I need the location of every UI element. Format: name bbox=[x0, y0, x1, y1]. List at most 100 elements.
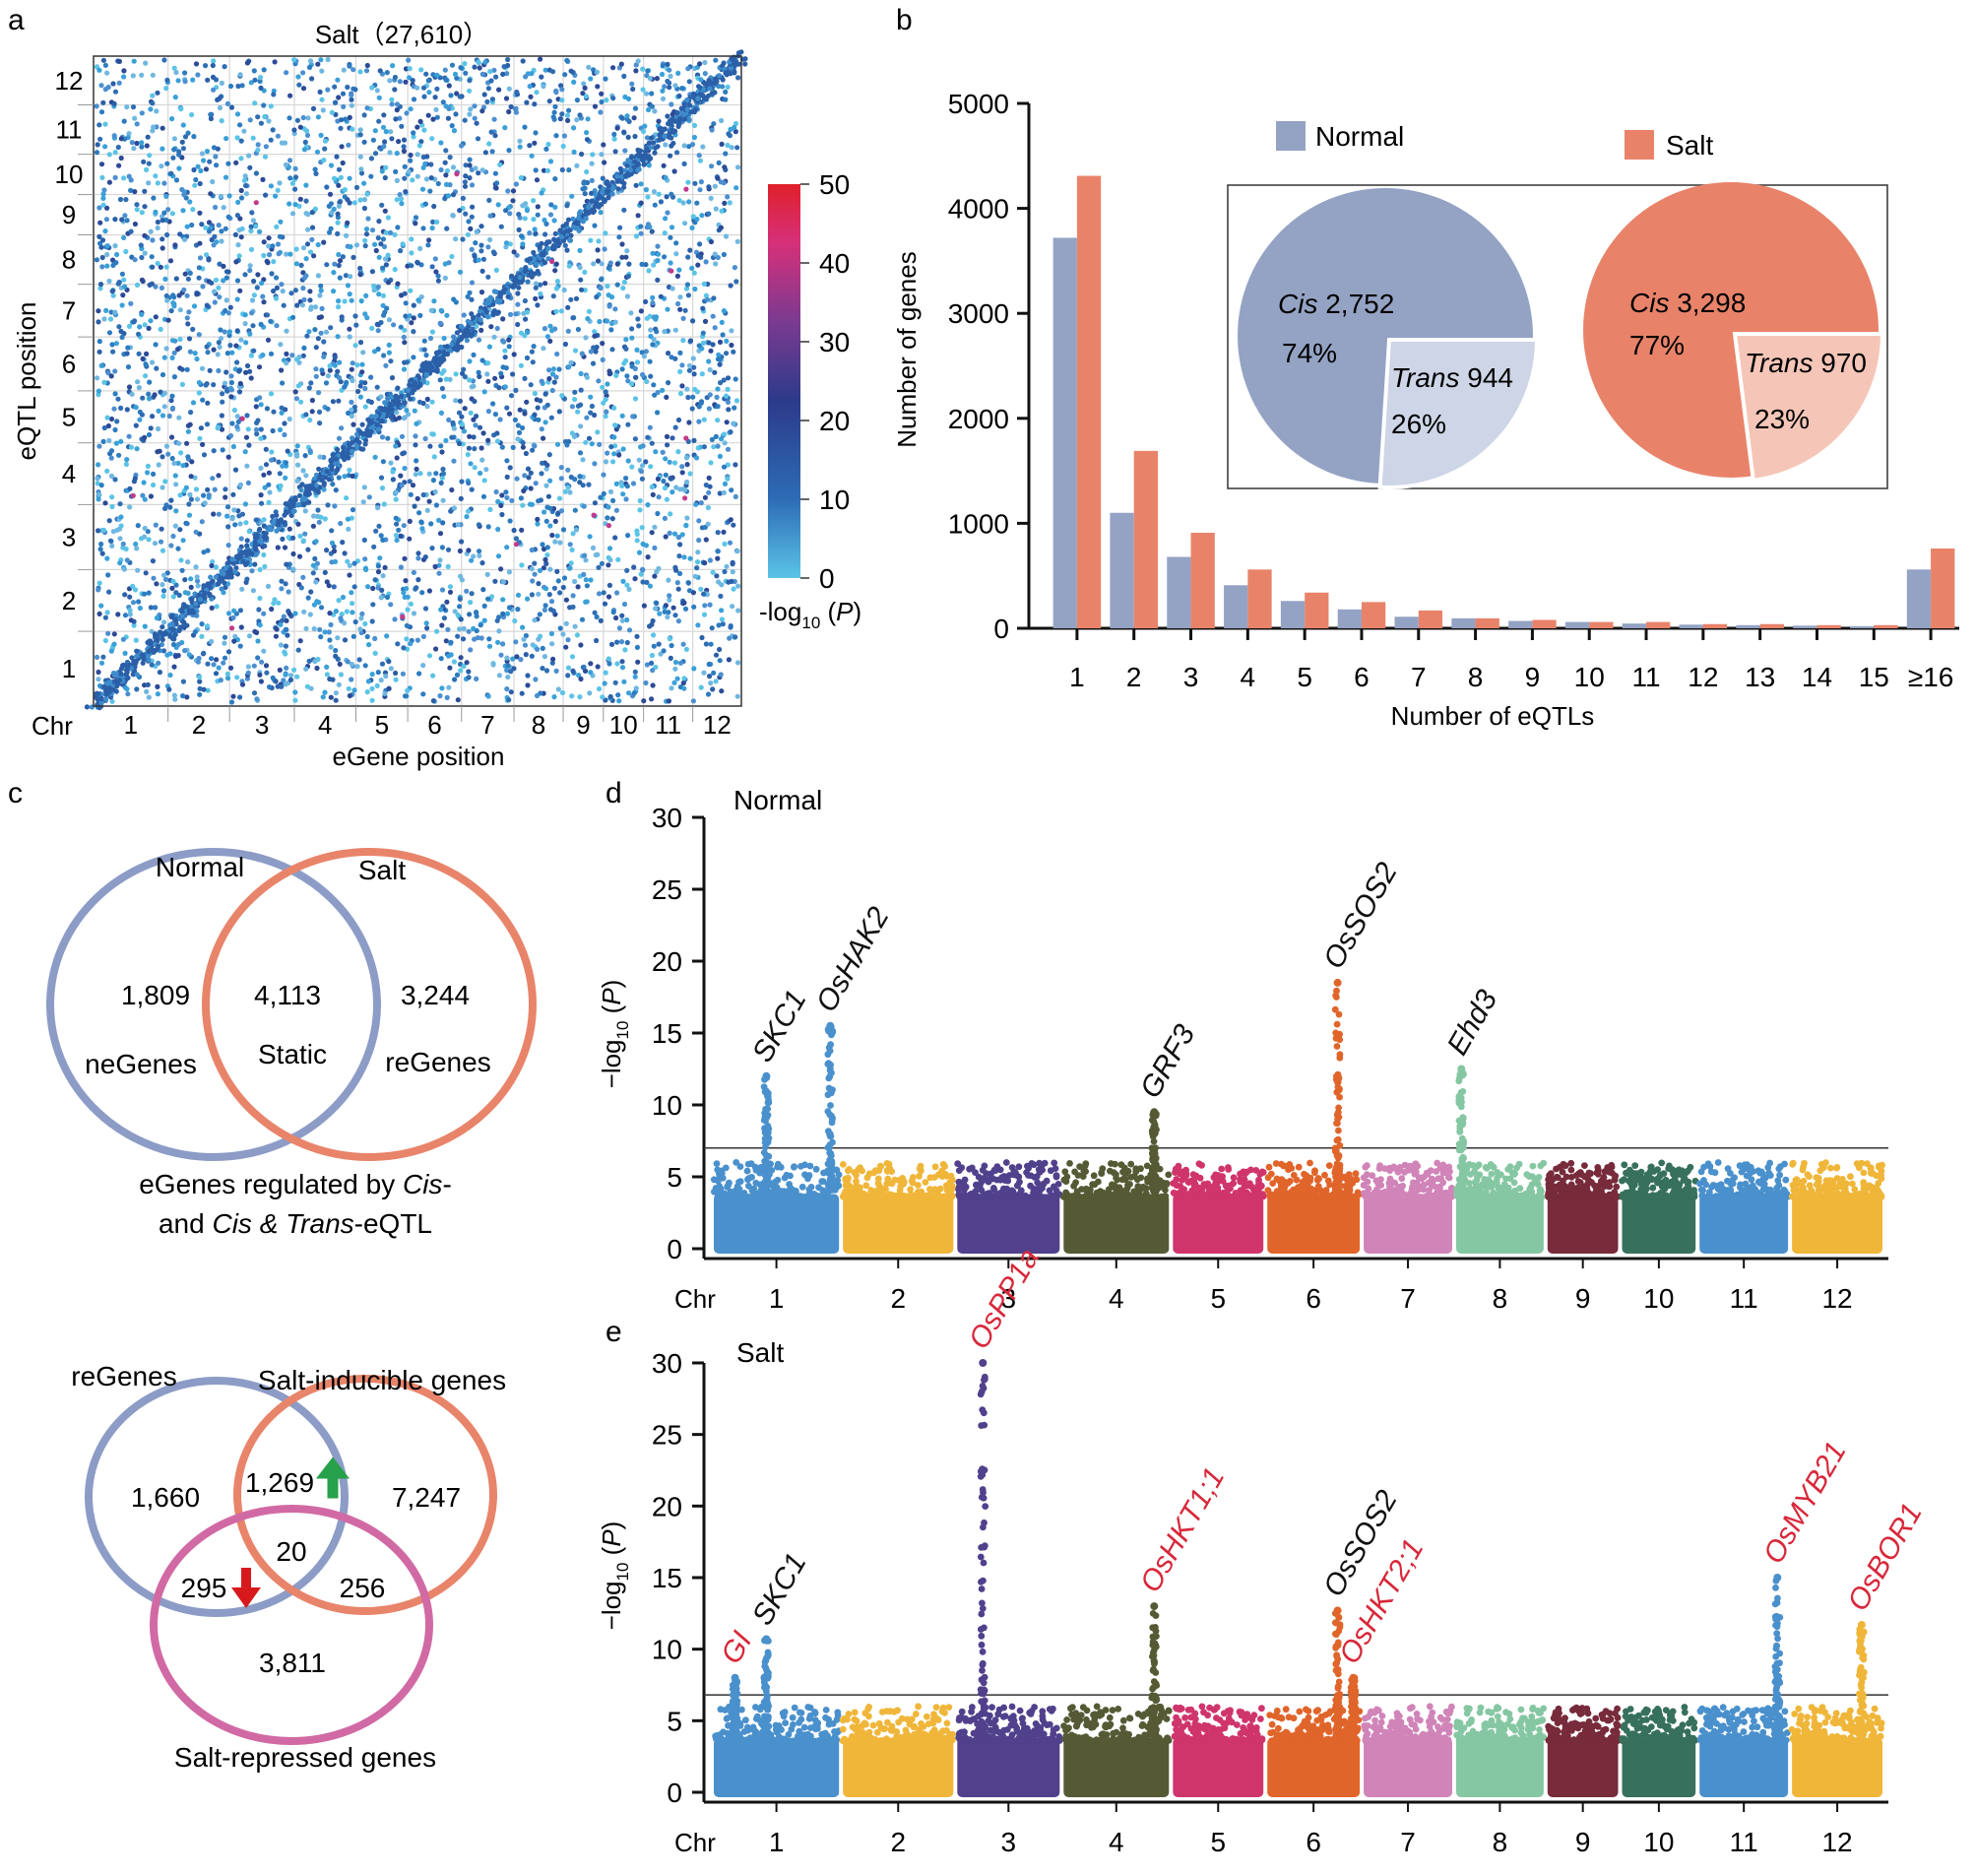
eqtl-point bbox=[385, 435, 391, 441]
eqtl-point bbox=[315, 336, 321, 342]
eqtl-point bbox=[694, 200, 700, 206]
eqtl-point bbox=[217, 104, 223, 111]
eqtl-point bbox=[695, 445, 701, 451]
eqtl-point bbox=[359, 361, 365, 367]
eqtl-point bbox=[522, 297, 529, 304]
eqtl-point bbox=[651, 189, 658, 195]
eqtl-point bbox=[149, 359, 156, 365]
eqtl-point bbox=[309, 409, 315, 415]
eqtl-point bbox=[666, 610, 671, 615]
eqtl-point bbox=[124, 557, 130, 563]
eqtl-point bbox=[350, 601, 355, 607]
eqtl-point bbox=[437, 557, 443, 563]
eqtl-point bbox=[577, 694, 583, 700]
eqtl-point bbox=[435, 273, 441, 279]
eqtl-point bbox=[691, 270, 697, 276]
eqtl-point bbox=[461, 625, 467, 632]
eqtl-point bbox=[262, 154, 269, 160]
eqtl-point bbox=[158, 389, 163, 395]
eqtl-point bbox=[446, 417, 452, 422]
eqtl-point bbox=[650, 682, 656, 688]
eqtl-point bbox=[278, 342, 284, 348]
eqtl-point bbox=[450, 192, 457, 198]
eqtl-point bbox=[378, 678, 384, 683]
eqtl-point bbox=[432, 256, 438, 262]
eqtl-point bbox=[517, 144, 523, 150]
eqtl-point bbox=[438, 607, 444, 613]
eqtl-point bbox=[557, 116, 563, 122]
eqtl-point bbox=[629, 81, 635, 87]
eqtl-point bbox=[522, 473, 528, 479]
eqtl-point bbox=[332, 503, 338, 509]
eqtl-point bbox=[500, 597, 506, 603]
eqtl-point bbox=[137, 605, 143, 612]
eqtl-point bbox=[223, 174, 229, 180]
eqtl-point bbox=[95, 481, 100, 486]
eqtl-point bbox=[351, 200, 357, 206]
eqtl-point bbox=[139, 412, 145, 418]
eqtl-point bbox=[492, 170, 498, 176]
eqtl-point bbox=[550, 656, 556, 663]
eqtl-point bbox=[138, 242, 144, 248]
eqtl-point bbox=[530, 578, 536, 584]
eqtl-point bbox=[675, 586, 681, 592]
eqtl-point bbox=[247, 263, 253, 269]
eqtl-point bbox=[660, 96, 667, 101]
eqtl-point bbox=[317, 292, 323, 298]
eqtl-point bbox=[549, 660, 555, 666]
eqtl-point bbox=[696, 153, 702, 159]
eqtl-point bbox=[439, 545, 445, 550]
eqtl-point bbox=[159, 285, 164, 291]
eqtl-point bbox=[333, 653, 339, 659]
eqtl-point bbox=[137, 417, 143, 422]
eqtl-point bbox=[522, 216, 528, 222]
eqtl-point bbox=[209, 562, 215, 569]
eqtl-point bbox=[261, 611, 267, 616]
eqtl-point bbox=[543, 146, 549, 152]
eqtl-point bbox=[429, 226, 435, 231]
eqtl-point bbox=[599, 261, 605, 267]
eqtl-point bbox=[313, 366, 319, 372]
eqtl-point bbox=[182, 648, 188, 654]
eqtl-point bbox=[610, 65, 616, 71]
eqtl-point bbox=[605, 381, 610, 387]
eqtl-point bbox=[389, 375, 396, 381]
eqtl-point bbox=[146, 590, 152, 596]
eqtl-point bbox=[725, 375, 732, 381]
eqtl-point bbox=[716, 160, 722, 165]
eqtl-point bbox=[422, 435, 428, 442]
eqtl-point bbox=[498, 566, 504, 572]
eqtl-point bbox=[351, 560, 357, 566]
eqtl-point bbox=[677, 294, 683, 300]
eqtl-point bbox=[333, 697, 339, 703]
eqtl-point bbox=[715, 175, 721, 181]
eqtl-point bbox=[632, 105, 639, 111]
eqtl-point bbox=[696, 518, 702, 524]
eqtl-point bbox=[703, 537, 709, 543]
eqtl-point bbox=[100, 191, 106, 197]
eqtl-point bbox=[284, 360, 289, 366]
eqtl-point bbox=[148, 318, 154, 324]
eqtl-point bbox=[541, 565, 547, 571]
eqtl-point bbox=[349, 297, 354, 303]
eqtl-point bbox=[537, 612, 542, 617]
eqtl-point bbox=[246, 633, 253, 639]
eqtl-point bbox=[625, 273, 631, 280]
eqtl-point bbox=[159, 125, 165, 131]
eqtl-point bbox=[581, 503, 587, 509]
eqtl-point bbox=[573, 527, 580, 533]
eqtl-point bbox=[729, 328, 734, 334]
eqtl-point bbox=[197, 685, 203, 692]
eqtl-point bbox=[211, 58, 217, 64]
eqtl-point bbox=[177, 336, 183, 343]
eqtl-point bbox=[197, 435, 203, 441]
eqtl-point bbox=[648, 327, 654, 333]
eqtl-point bbox=[485, 693, 491, 699]
eqtl-point bbox=[702, 71, 708, 77]
eqtl-point bbox=[309, 225, 316, 230]
eqtl-point bbox=[164, 77, 170, 83]
eqtl-point bbox=[658, 293, 664, 299]
eqtl-point bbox=[439, 622, 445, 628]
eqtl-point bbox=[116, 324, 122, 330]
eqtl-point bbox=[412, 503, 417, 509]
